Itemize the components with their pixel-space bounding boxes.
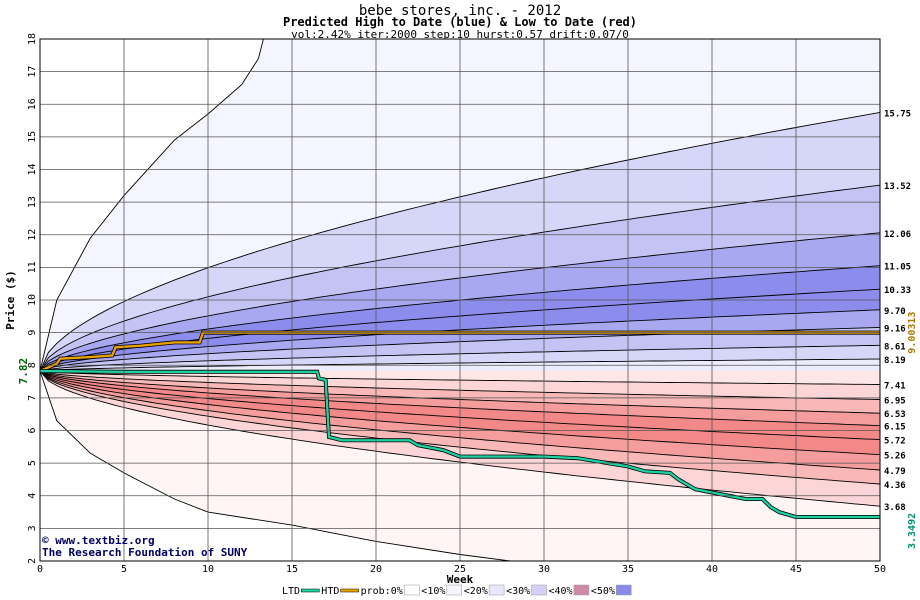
x-tick-label-40: 40 [706, 564, 718, 575]
legend-label-2: prob:0% [361, 586, 403, 597]
y-tick-label-3: 3 [27, 525, 38, 531]
band-low-4 [40, 371, 880, 470]
legend-swatch-1 [340, 588, 359, 593]
watermark-line1: www.textbiz.org [55, 534, 155, 547]
legend-swatch-7 [616, 584, 632, 596]
right-value-label-12: 6.15 [884, 423, 906, 433]
y-tick-label-16: 16 [27, 98, 38, 110]
y-tick-label-8: 8 [27, 362, 38, 368]
y-tick-label-11: 11 [27, 261, 38, 273]
outer-bound-lower [40, 370, 511, 561]
band-low-6 [40, 371, 880, 440]
y-tick-label-17: 17 [27, 66, 38, 78]
copyright-icon: © [42, 534, 49, 547]
chart-title: bebe stores, inc. - 2012 [358, 3, 562, 19]
right-value-label-4: 10.33 [884, 286, 911, 296]
legend-label-6: <40% [549, 586, 573, 597]
right-value-label-1: 13.52 [884, 182, 911, 192]
x-tick-label-0: 0 [37, 564, 43, 575]
legend-swatch-6 [573, 584, 590, 596]
legend-label-4: <20% [464, 586, 488, 597]
legend-label-3: <10% [421, 586, 445, 597]
legend-label-5: <30% [506, 586, 530, 597]
x-tick-label-10: 10 [202, 564, 214, 575]
legend-label-0: LTD [282, 586, 300, 597]
right-value-label-7: 8.61 [884, 342, 906, 352]
legend-label-7: <50% [591, 586, 615, 597]
plot-frame [39, 38, 881, 562]
watermark-site: © www.textbiz.org [42, 534, 155, 547]
right-value-label-16: 4.36 [884, 481, 906, 491]
ltd-last-value: 3.3492 [907, 513, 918, 549]
right-value-label-9: 7.41 [884, 381, 906, 391]
legend-label-1: HTD [321, 586, 339, 597]
right-value-label-13: 5.72 [884, 437, 906, 447]
band-low-7 [40, 371, 880, 426]
y-tick-label-4: 4 [27, 493, 38, 499]
htd-last-value: 9.00313 [907, 312, 918, 354]
right-value-label-15: 4.79 [884, 467, 906, 477]
x-tick-label-15: 15 [286, 564, 298, 575]
right-value-label-5: 9.70 [884, 307, 906, 317]
legend-swatch-0 [301, 588, 320, 593]
legend-swatch-4 [488, 584, 505, 596]
watermark-org: The Research Foundation of SUNY [42, 546, 248, 559]
right-value-label-17: 3.68 [884, 503, 906, 513]
y-axis-label: Price ($) [4, 270, 17, 330]
legend-swatch-3 [446, 584, 462, 596]
y-tick-label-15: 15 [27, 131, 38, 143]
band-high-5 [40, 265, 880, 372]
right-value-label-14: 5.26 [884, 452, 906, 462]
y-tick-label-12: 12 [27, 229, 38, 241]
y-tick-label-10: 10 [27, 294, 38, 306]
y-tick-label-7: 7 [27, 395, 38, 401]
y-tick-label-2: 2 [27, 558, 38, 564]
band-low-3 [40, 371, 880, 484]
band-low-5 [40, 371, 880, 455]
x-tick-label-25: 25 [454, 564, 466, 575]
right-value-label-10: 6.95 [884, 397, 906, 407]
right-value-label-6: 9.16 [884, 324, 906, 334]
right-value-label-11: 6.53 [884, 410, 906, 420]
right-value-label-3: 11.05 [884, 263, 911, 273]
y-tick-label-9: 9 [27, 330, 38, 336]
legend-swatch-5 [531, 584, 547, 596]
x-tick-label-5: 5 [121, 564, 127, 575]
right-value-label-0: 15.75 [884, 109, 911, 119]
x-tick-label-35: 35 [622, 564, 634, 575]
band-high-6 [40, 289, 880, 372]
y-tick-label-14: 14 [27, 163, 38, 175]
right-value-label-8: 8.19 [884, 356, 906, 366]
right-value-label-2: 12.06 [884, 230, 911, 240]
y-tick-label-13: 13 [27, 196, 38, 208]
x-axis-label: Week [447, 573, 474, 586]
x-tick-label-45: 45 [790, 564, 802, 575]
y-tick-label-6: 6 [27, 427, 38, 433]
x-tick-label-20: 20 [370, 564, 382, 575]
outer-bound-upper [40, 39, 264, 372]
x-tick-label-50: 50 [874, 564, 886, 575]
start-price-label: 7.82 [17, 358, 30, 385]
legend-swatch-2 [404, 584, 420, 596]
y-tick-label-18: 18 [27, 33, 38, 45]
chart-subtitle: Predicted High to Date (blue) & Low to D… [282, 15, 637, 29]
chart-params: vol:2.42% iter:2000 step:10 hurst:0.57 d… [291, 28, 629, 41]
y-tick-label-5: 5 [27, 460, 38, 466]
band-high-3 [40, 185, 880, 372]
x-tick-label-30: 30 [538, 564, 550, 575]
